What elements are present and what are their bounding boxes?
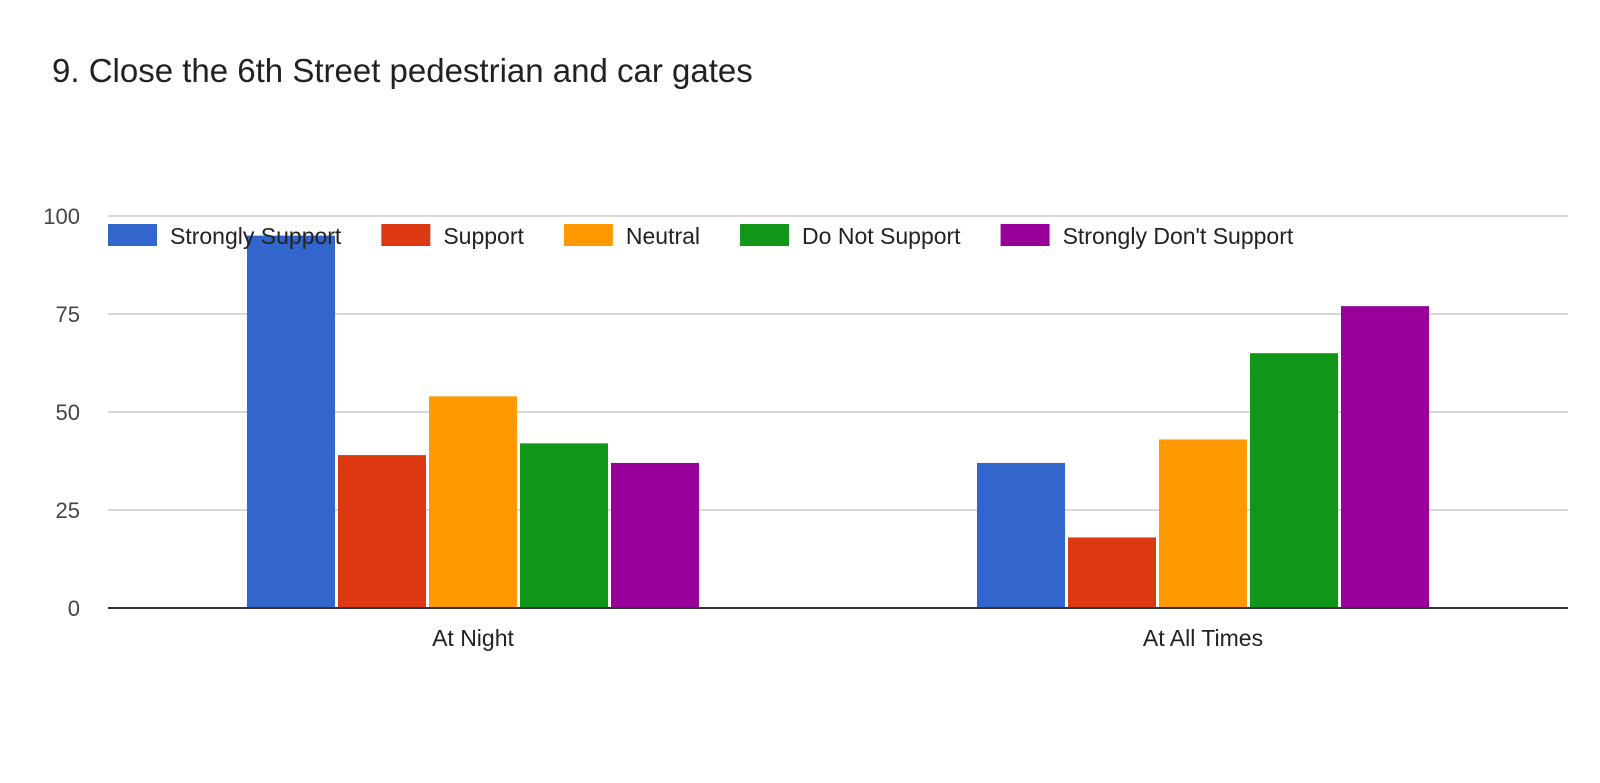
bar [611, 462, 699, 608]
x-tick-label: At Night [432, 625, 514, 651]
bar [1341, 306, 1429, 608]
y-tick-label: 0 [68, 596, 80, 621]
legend-swatch [563, 224, 613, 246]
legend-label: Do Not Support [802, 223, 961, 249]
chart-title: 9. Close the 6th Street pedestrian and c… [52, 52, 753, 89]
y-tick-label: 75 [56, 302, 80, 327]
legend-label: Support [443, 223, 524, 249]
legend-label: Strongly Don't Support [1063, 223, 1294, 249]
bar [338, 455, 426, 608]
legend-swatch [740, 224, 790, 246]
bar [977, 462, 1065, 608]
y-tick-label: 100 [43, 204, 80, 229]
legend-swatch [381, 224, 431, 246]
bars [247, 235, 1429, 608]
y-tick-label: 25 [56, 498, 80, 523]
legend: Strongly Support Support Neutral Do Not Sup… [108, 223, 1294, 249]
bar [429, 396, 517, 608]
y-axis: 0 25 50 75 100 [43, 204, 80, 621]
bar [247, 235, 335, 608]
legend-label: Strongly Support [170, 223, 342, 249]
bar [1068, 537, 1156, 608]
x-tick-label: At All Times [1143, 625, 1263, 651]
bar [1250, 353, 1338, 608]
x-axis: At Night At All Times [108, 607, 1568, 651]
legend-swatch [1000, 224, 1050, 246]
y-tick-label: 50 [56, 400, 80, 425]
legend-label: Neutral [626, 223, 700, 249]
bar [520, 443, 608, 608]
bar [1159, 439, 1247, 608]
legend-swatch [108, 224, 157, 246]
